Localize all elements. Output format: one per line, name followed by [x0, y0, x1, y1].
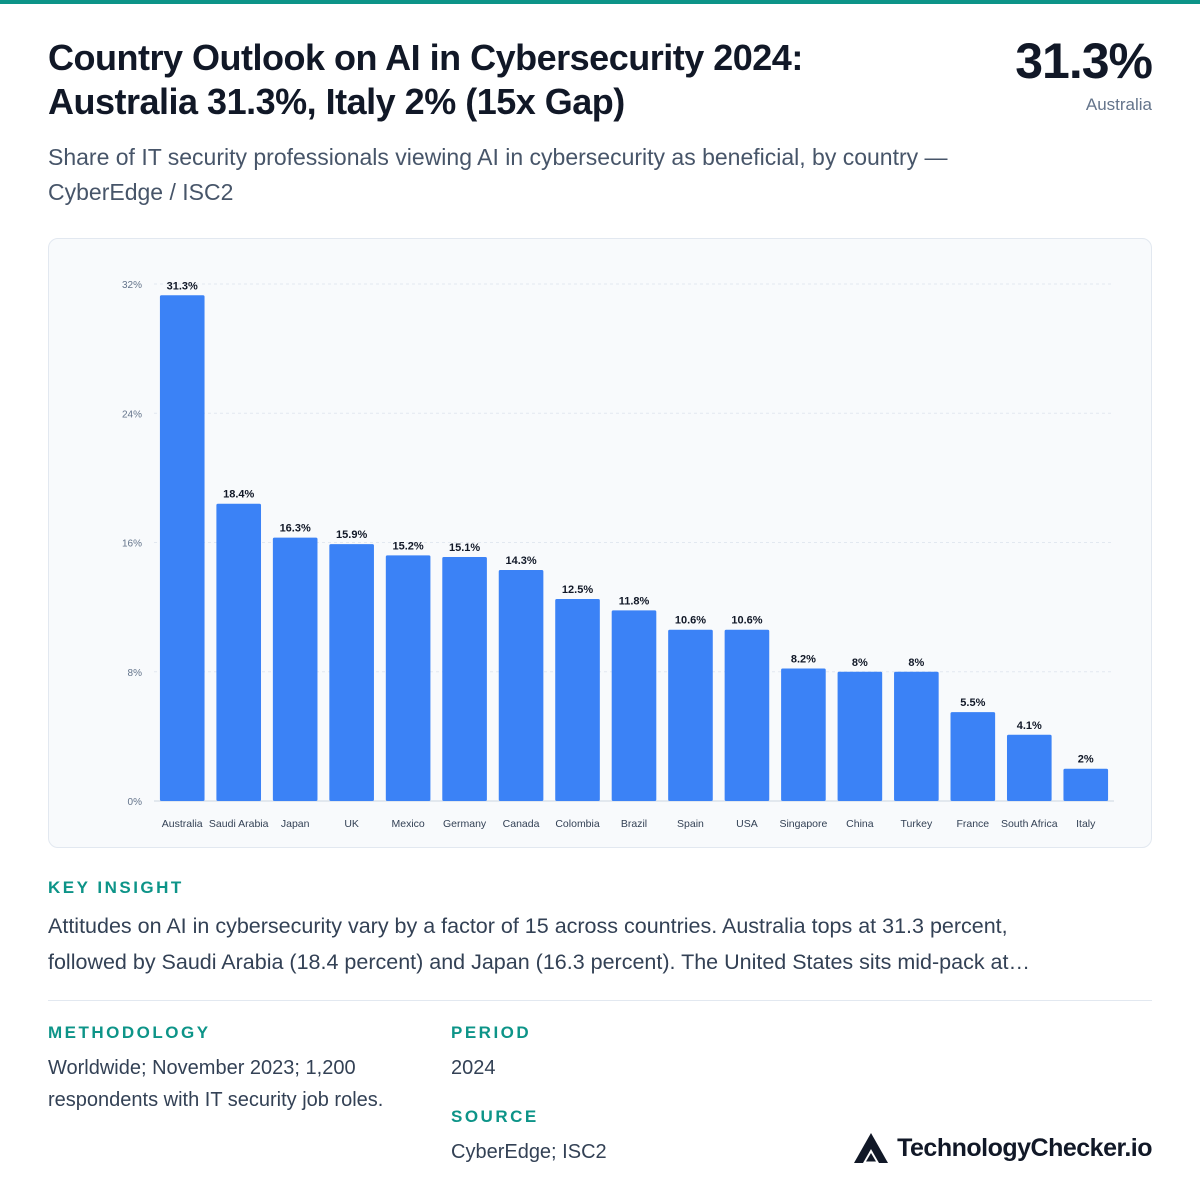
title-line-2: Australia 31.3%, Italy 2% (15x Gap) [48, 81, 625, 122]
x-tick-label: Colombia [555, 818, 600, 830]
data-label: 10.6% [675, 615, 706, 627]
x-tick-label: France [956, 818, 989, 830]
data-label: 18.4% [223, 489, 254, 501]
bar-china [837, 671, 883, 801]
methodology-line-1: Worldwide; November 2023; 1,200 [48, 1057, 356, 1079]
x-tick-label: Saudi Arabia [209, 818, 269, 830]
bar-usa [724, 629, 770, 801]
bar-canada [498, 569, 544, 801]
x-tick-label: USA [736, 818, 758, 830]
x-tick-label: China [846, 818, 874, 830]
key-insight-line-2: followed by Saudi Arabia (18.4 percent) … [48, 950, 1030, 974]
bar-turkey [894, 671, 939, 801]
x-tick-label: Turkey [901, 818, 933, 830]
bar-italy [1063, 768, 1109, 801]
data-label: 8% [908, 657, 924, 669]
subtitle: Share of IT security professionals viewi… [48, 144, 948, 205]
top-accent-bar [0, 0, 1200, 4]
data-label: 2% [1078, 754, 1094, 766]
bar-germany [442, 557, 487, 801]
data-label: 15.1% [449, 542, 480, 554]
data-label: 5.5% [960, 697, 985, 709]
period-label: PERIOD [451, 1023, 532, 1042]
source-label: SOURCE [451, 1107, 539, 1126]
x-tick-label: Spain [677, 818, 704, 830]
section-divider [48, 1000, 1152, 1001]
source-value: CyberEdge; ISC2 [451, 1141, 607, 1163]
x-tick-label: Germany [443, 818, 487, 830]
data-label: 15.9% [336, 529, 367, 541]
methodology-line-2: respondents with IT security job roles. [48, 1089, 384, 1111]
bar-south-africa [1006, 734, 1052, 801]
data-label: 4.1% [1017, 720, 1042, 732]
x-tick-label: UK [344, 818, 359, 830]
page-title: Country Outlook on AI in Cybersecurity 2… [48, 36, 948, 124]
period-value: 2024 [451, 1057, 496, 1079]
data-label: 8.2% [791, 654, 816, 666]
x-tick-label: Italy [1076, 818, 1096, 830]
key-insight-label: KEY INSIGHT [48, 878, 184, 897]
data-label: 12.5% [562, 584, 593, 596]
bar-australia [159, 295, 205, 801]
key-insight-text: Attitudes on AI in cybersecurity vary by… [48, 908, 1152, 980]
key-insight-line-1: Attitudes on AI in cybersecurity vary by… [48, 914, 1008, 938]
x-tick-label: Australia [162, 818, 203, 830]
bar-france [950, 712, 996, 801]
x-tick-label: South Africa [1001, 818, 1058, 830]
brand-name: TechnologyChecker.io [897, 1133, 1152, 1162]
bar-chart: 0% 8% 16% 24% 32% 31.3% Australia 18.4% Saudi Ar… [122, 280, 1114, 830]
data-label: 10.6% [731, 615, 762, 627]
methodology-label: METHODOLOGY [48, 1023, 211, 1042]
x-tick-label: Brazil [621, 818, 647, 830]
bar-uk [329, 544, 374, 801]
triangle-logo-icon [854, 1133, 889, 1163]
y-tick-label: 24% [122, 409, 142, 420]
y-tick-label: 32% [122, 280, 142, 291]
bar-saudi-arabia [216, 503, 262, 801]
x-tick-label: Canada [503, 818, 540, 830]
methodology-text: Worldwide; November 2023; 1,200 responde… [48, 1052, 438, 1116]
y-tick-label: 16% [122, 539, 142, 550]
data-label: 16.3% [280, 523, 311, 535]
bar-japan [272, 537, 318, 801]
x-tick-label: Singapore [779, 818, 827, 830]
bar-mexico [385, 555, 431, 801]
bar-colombia [555, 599, 600, 801]
bar-brazil [611, 610, 657, 801]
y-tick-label: 0% [128, 797, 143, 808]
data-label: 11.8% [619, 595, 650, 607]
data-label: 31.3% [167, 280, 198, 292]
headline-label: Australia [1085, 95, 1152, 114]
bar-spain [668, 629, 713, 801]
bar-singapore [781, 668, 826, 801]
y-tick-label: 8% [128, 668, 143, 679]
data-label: 8% [852, 657, 868, 669]
title-line-1: Country Outlook on AI in Cybersecurity 2… [48, 37, 803, 78]
data-label: 14.3% [505, 555, 536, 567]
chart-card: 0% 8% 16% 24% 32% 31.3% Australia 18.4% Saudi Ar… [48, 238, 1152, 848]
x-tick-label: Japan [281, 818, 310, 830]
headline-value: 31.3% [1015, 33, 1153, 89]
x-tick-label: Mexico [391, 818, 424, 830]
brand-logo: TechnologyChecker.io [853, 1132, 1152, 1164]
data-label: 15.2% [393, 540, 424, 552]
